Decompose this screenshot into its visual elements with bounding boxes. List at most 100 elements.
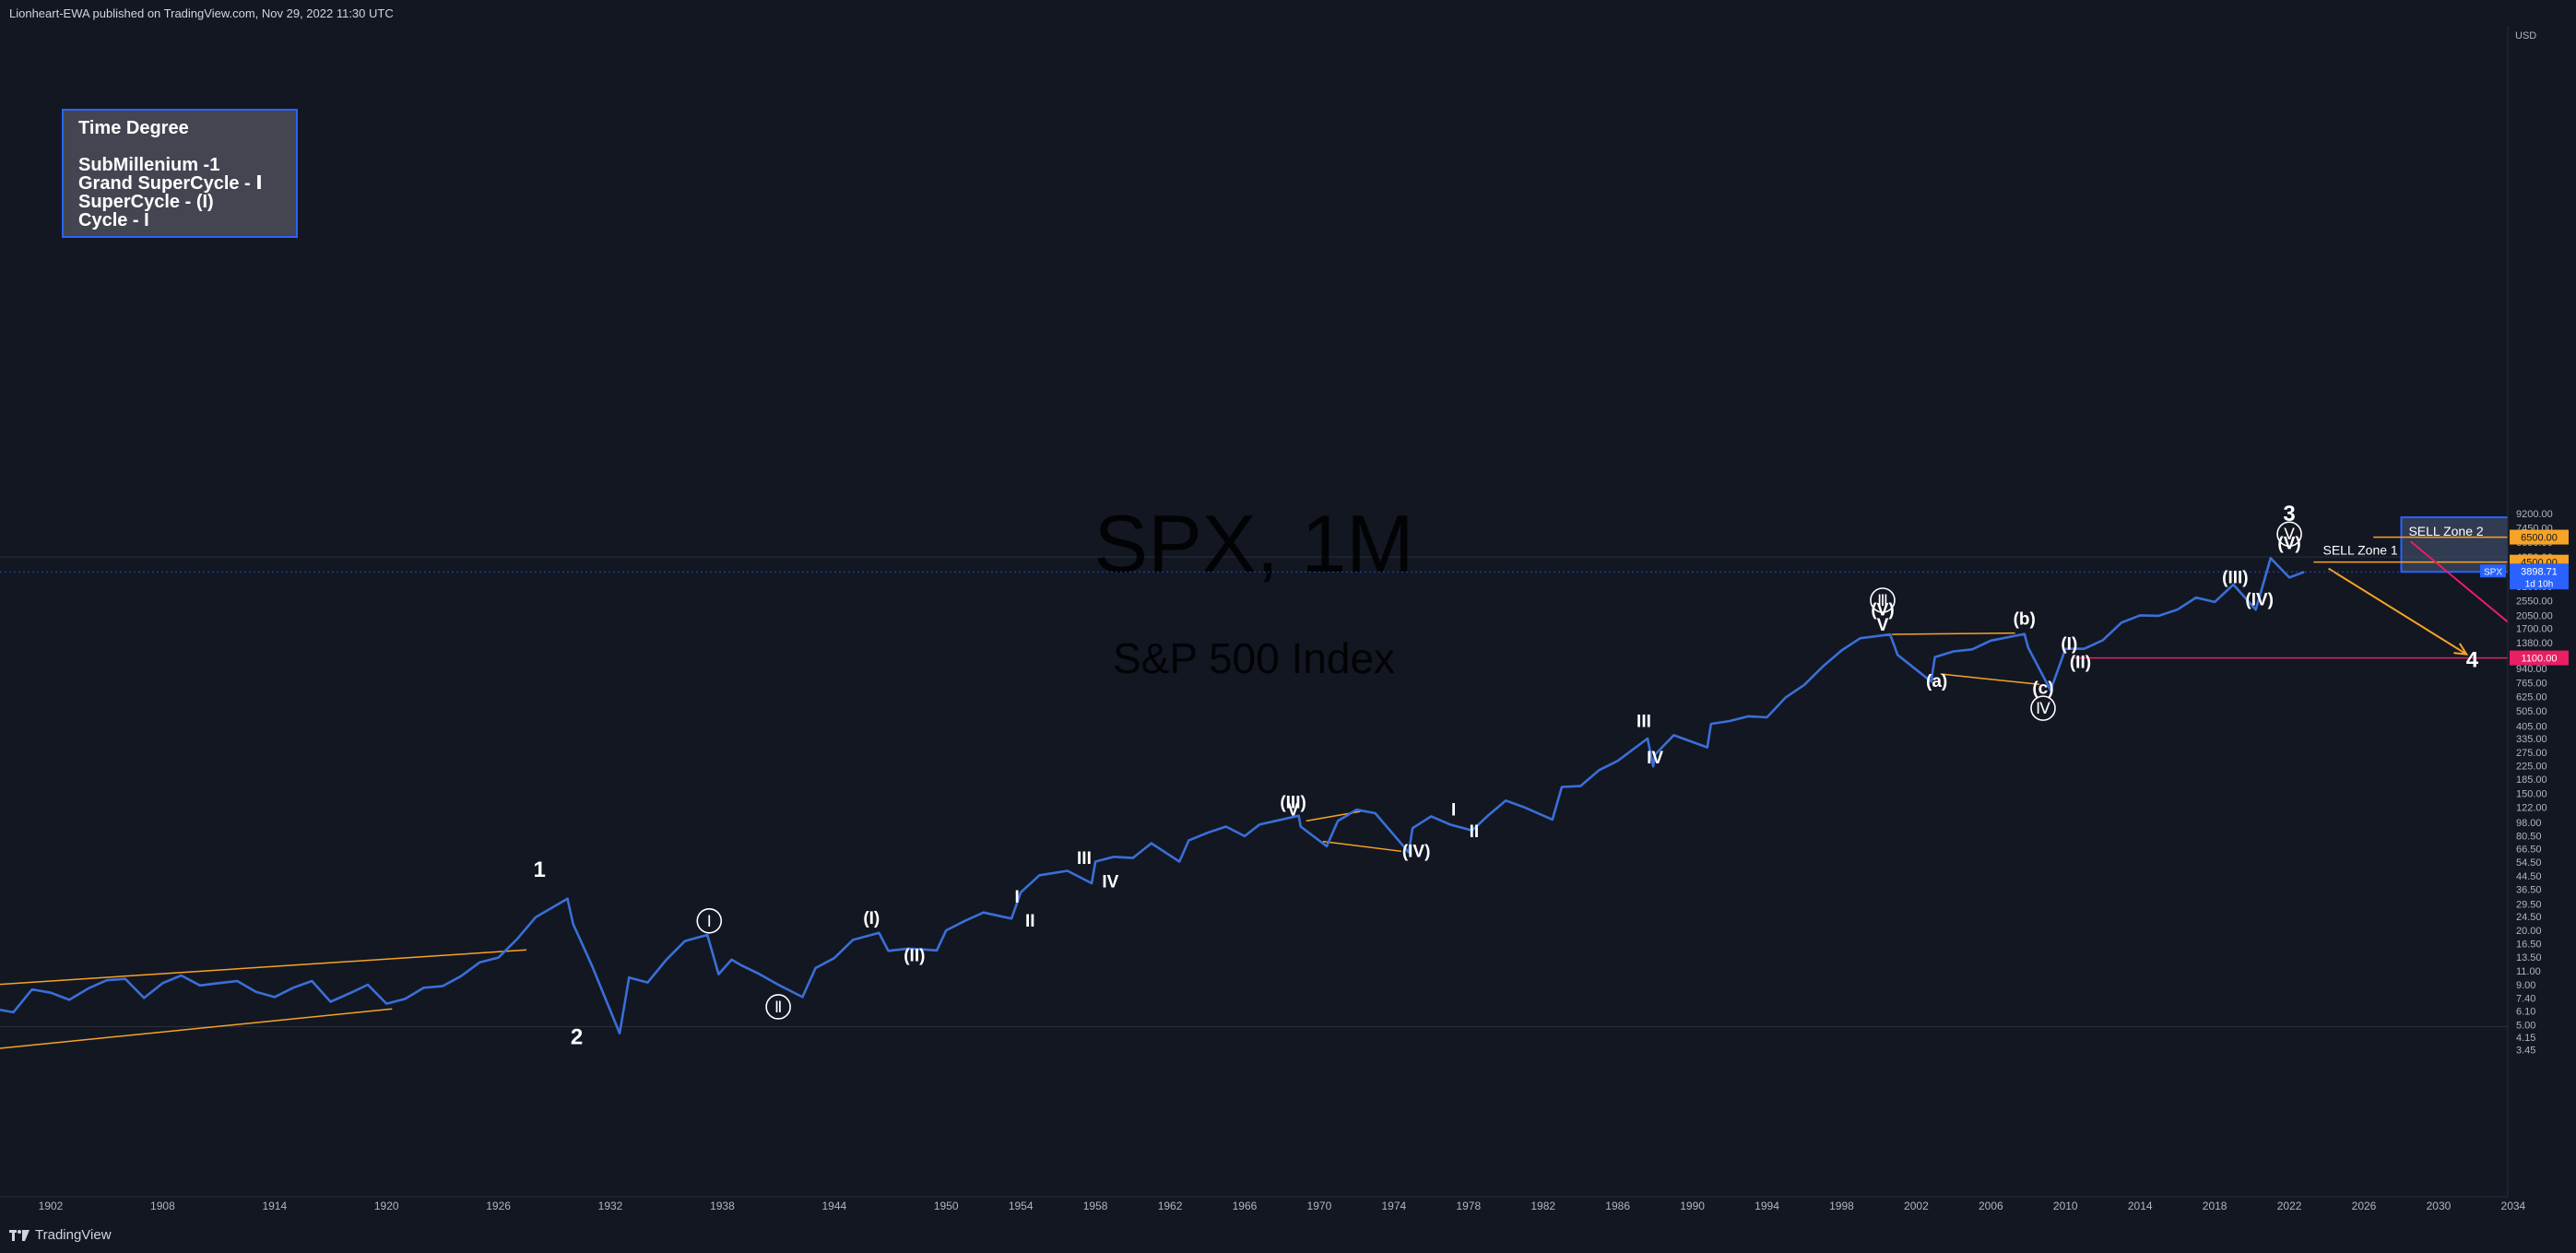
price-chart[interactable]: SPX, 1M S&P 500 Index SELL Zone 2 SELL Zo… [0, 26, 2508, 1197]
y-tick-label: 9200.00 [2516, 509, 2553, 520]
y-tick-label: 275.00 [2516, 748, 2547, 759]
wave-label: (c) [2032, 679, 2053, 698]
y-tick-label: 98.00 [2516, 818, 2542, 829]
y-tick-label: 3150.00 [2516, 582, 2553, 593]
y-tick-label: 11.00 [2516, 966, 2541, 977]
sell-zone-1-label: SELL Zone 1 [2323, 543, 2398, 558]
chart-area[interactable]: SPX, 1M S&P 500 Index SELL Zone 2 SELL Zo… [0, 26, 2508, 1197]
price-label-bg [2510, 554, 2569, 570]
y-tick-label: 2550.00 [2516, 597, 2553, 608]
wave-label: II [1025, 912, 1035, 931]
wave-label: Ⅳ [2036, 700, 2050, 718]
x-tick-label: 1982 [1530, 1200, 1555, 1212]
y-tick-label: 7450.00 [2516, 524, 2553, 535]
trend-line [1892, 632, 2015, 635]
y-tick-label: 80.50 [2516, 831, 2542, 842]
y-tick-label: 54.50 [2516, 857, 2542, 869]
price-label: 4500.00 [2521, 558, 2558, 569]
y-tick-label: 225.00 [2516, 762, 2547, 773]
y-tick-label: 13.50 [2516, 952, 2542, 963]
time-degree-legend[interactable]: Time Degree SubMillenium -1 Grand SuperC… [62, 109, 298, 238]
y-tick-label: 940.00 [2516, 664, 2547, 675]
legend-line: SuperCycle - (I) [78, 192, 214, 212]
wave-label: (V) [2277, 535, 2300, 554]
wave-label: 3 [2283, 502, 2295, 526]
projection-arrow-orange [2328, 567, 2467, 656]
wave-label-circle [696, 907, 723, 934]
price-label-bg [2510, 650, 2569, 666]
x-tick-label: 2006 [1979, 1200, 2003, 1212]
x-tick-label: 1908 [150, 1200, 175, 1212]
x-tick-label: 2034 [2501, 1200, 2526, 1212]
price-label-bg [2510, 529, 2569, 545]
x-tick-label: 1902 [39, 1200, 64, 1212]
price-label: 1100.00 [2522, 654, 2558, 665]
wave-label: V [1877, 616, 1889, 635]
x-tick-label: 2010 [2053, 1200, 2078, 1212]
wave-label: II [1470, 822, 1480, 842]
last-price-label: 3898.71 [2521, 566, 2558, 577]
wave-label: Ⅲ [1877, 592, 1888, 610]
y-tick-label: 20.00 [2516, 926, 2542, 937]
wave-label: I [1014, 888, 1019, 907]
axis-unit: USD [2515, 30, 2536, 41]
wave-label-circle [2030, 695, 2056, 721]
tradingview-logo[interactable]: TradingView [9, 1227, 112, 1243]
x-tick-label: 1954 [1009, 1200, 1034, 1212]
y-tick-label: 7.40 [2516, 993, 2535, 1004]
x-tick-label: 1958 [1083, 1200, 1108, 1212]
wave-label: (IV) [2245, 591, 2274, 610]
y-tick-label: 2050.00 [2516, 611, 2553, 622]
x-tick-label: 1990 [1680, 1200, 1705, 1212]
y-tick-label: 3.45 [2516, 1046, 2535, 1057]
tradingview-wordmark: TradingView [35, 1227, 112, 1243]
projection-arrow-red [2409, 540, 2508, 623]
x-tick-label: 1920 [374, 1200, 399, 1212]
price-label: 6500.00 [2521, 533, 2558, 544]
wave-label: Ⅴ [2284, 526, 2295, 544]
header-bar: Lionheart-EWA published on TradingView.c… [0, 0, 2576, 26]
x-tick-label: 1938 [710, 1200, 735, 1212]
projection-arrow-orange-head [2453, 643, 2469, 656]
y-tick-label: 5.00 [2516, 1020, 2535, 1031]
wave-label: (III) [2222, 569, 2249, 588]
trend-line [0, 949, 527, 986]
wave-label: (III) [1280, 793, 1306, 812]
x-tick-label: 1986 [1605, 1200, 1630, 1212]
wave-label-circle [765, 994, 791, 1020]
wave-label: III [1077, 849, 1092, 869]
watermark-symbol: SPX, 1M [1093, 498, 1413, 589]
wave-label: 4 [2466, 648, 2479, 673]
y-tick-label: 4.15 [2516, 1033, 2535, 1044]
wave-label: 2 [571, 1025, 583, 1050]
tradingview-icon [9, 1229, 30, 1241]
trend-line [1940, 673, 2040, 686]
wave-label: (I) [863, 909, 880, 928]
y-tick-label: 1380.00 [2516, 638, 2553, 649]
trend-line [0, 1008, 393, 1049]
legend-title: Time Degree [78, 118, 189, 138]
x-tick-label: 1998 [1829, 1200, 1854, 1212]
y-tick-label: 625.00 [2516, 692, 2547, 703]
last-price-time: 1d 10h [2525, 579, 2554, 589]
wave-label: (b) [2014, 609, 2036, 629]
y-tick-label: 66.50 [2516, 844, 2542, 855]
x-tick-label: 1974 [1381, 1200, 1406, 1212]
wave-label: IV [1102, 873, 1118, 892]
legend-line: SubMillenium -1 [78, 155, 220, 175]
wave-label-circle [1870, 587, 1896, 613]
trend-line [1322, 840, 1402, 853]
publisher-info: Lionheart-EWA published on TradingView.c… [9, 6, 394, 20]
y-tick-label: 24.50 [2516, 912, 2542, 923]
x-tick-label: 1994 [1755, 1200, 1779, 1212]
x-tick-label: 1978 [1456, 1200, 1481, 1212]
y-tick-label: 6050.00 [2516, 538, 2553, 549]
price-line [0, 557, 2305, 1034]
x-tick-label: 1944 [821, 1200, 846, 1212]
x-tick-label: 1914 [262, 1200, 287, 1212]
y-tick-label: 185.00 [2516, 774, 2547, 786]
x-tick-label: 2022 [2277, 1200, 2302, 1212]
sell-zone-2-label: SELL Zone 2 [2408, 524, 2483, 538]
y-tick-label: 505.00 [2516, 706, 2547, 717]
y-tick-label: 150.00 [2516, 788, 2547, 799]
